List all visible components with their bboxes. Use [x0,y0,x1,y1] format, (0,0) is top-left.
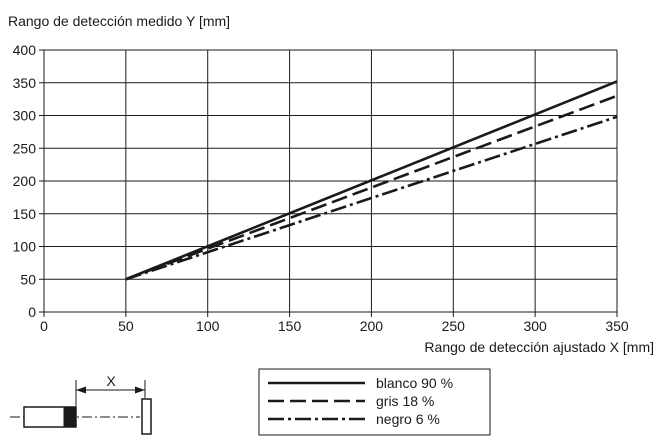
x-tick-label: 0 [40,318,48,334]
legend: blanco 90 % gris 18 % negro 6 % [258,368,491,436]
x-tick-label: 150 [278,318,302,334]
y-tick-label: 350 [13,75,37,91]
series-layer [125,80,618,281]
legend-label: negro 6 % [376,411,440,427]
y-tick-label: 300 [13,108,37,124]
distance-label: X [106,373,116,389]
grid [39,49,618,317]
y-axis-label: Rango de detección medido Y [mm] [8,13,230,29]
x-tick-label: 200 [360,318,384,334]
x-tick-label: 350 [605,318,629,334]
series-line-2 [125,115,618,281]
y-tick-label: 150 [13,206,37,222]
y-tick-label: 50 [20,271,36,287]
x-tick-label: 300 [523,318,547,334]
x-tick-label: 100 [196,318,220,334]
x-tick-label: 250 [442,318,466,334]
y-tick-label: 250 [13,140,37,156]
sensor-diagram: X [10,373,152,435]
sensor-lens [63,406,77,428]
y-tick-label: 400 [13,42,37,58]
dimension-arrow-left [76,386,86,394]
legend-label: gris 18 % [376,393,434,409]
tick-labels: 0 50 100 150 200 250 300 350 0 50 100 150 200 250 300 3… [13,42,629,334]
x-axis-label: Rango de detección ajustado X [mm] [424,339,654,355]
reflector-plate [141,398,152,435]
y-tick-label: 100 [13,239,37,255]
y-tick-label: 0 [28,304,36,320]
dimension-arrow-right [135,386,145,394]
y-tick-label: 200 [13,173,37,189]
x-tick-label: 50 [118,318,134,334]
legend-label: blanco 90 % [376,375,453,391]
legend-items: blanco 90 % gris 18 % negro 6 % [268,375,453,427]
series-line-0 [125,80,618,281]
